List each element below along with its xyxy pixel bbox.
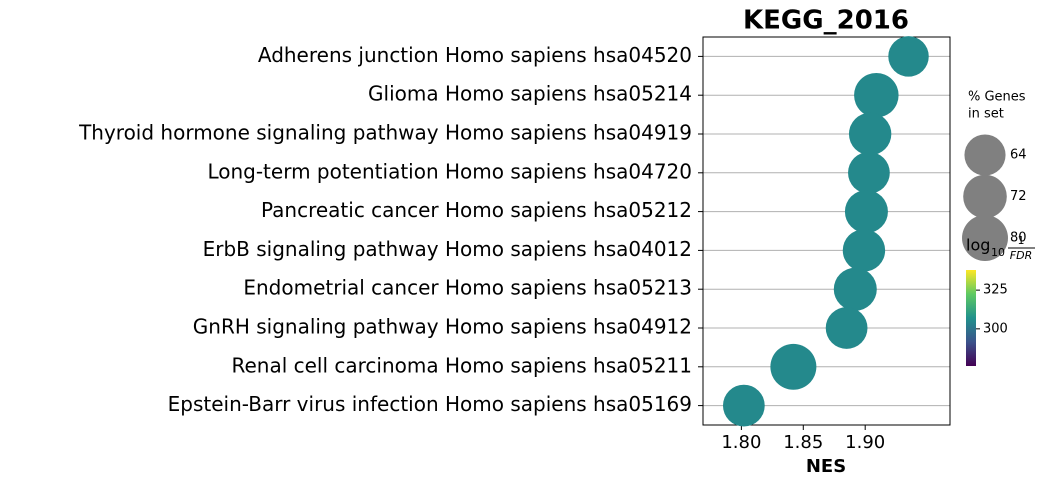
y-tick-label: Thyroid hormone signaling pathway Homo s… — [78, 121, 692, 145]
size-legend-label: 80 — [1010, 231, 1027, 246]
size-legend-label: 72 — [1010, 189, 1027, 204]
y-tick-label: Long-term potentiation Homo sapiens hsa0… — [207, 159, 692, 183]
y-tick-label: Glioma Homo sapiens hsa05214 — [368, 82, 692, 106]
x-tick-label: 1.85 — [783, 432, 823, 453]
point — [848, 151, 890, 194]
y-tick-label: ErbB signaling pathway Homo sapiens hsa0… — [203, 237, 692, 261]
colorbar-label: log — [966, 236, 990, 255]
size-legend-label: 64 — [1010, 148, 1027, 163]
y-tick-label: Renal cell carcinoma Homo sapiens hsa052… — [231, 353, 692, 377]
y-tick-label: Pancreatic cancer Homo sapiens hsa05212 — [261, 198, 692, 222]
point — [848, 112, 892, 156]
size-legend-title: % Genes — [968, 90, 1026, 105]
size-legend-marker — [964, 134, 1006, 176]
size-legend-title: in set — [968, 107, 1004, 122]
colorbar-label: FDR — [1010, 249, 1032, 262]
size-legend-marker — [962, 215, 1008, 261]
y-tick-label: Endometrial cancer Homo sapiens hsa05213 — [243, 276, 692, 300]
chart-title: KEGG_2016 — [743, 6, 909, 36]
point — [833, 267, 877, 311]
point — [825, 307, 868, 349]
point — [888, 36, 929, 77]
colorbar-label: 10 — [991, 246, 1005, 259]
y-tick-label: GnRH signaling pathway Homo sapiens hsa0… — [193, 315, 692, 339]
plot-frame — [702, 36, 951, 426]
x-tick-label: 1.80 — [721, 432, 761, 453]
point — [854, 72, 899, 118]
x-tick-label: 1.90 — [845, 432, 885, 453]
size-legend-marker — [963, 174, 1007, 219]
point — [842, 229, 886, 272]
y-tick-label: Adherens junction Homo sapiens hsa04520 — [258, 43, 692, 67]
point — [770, 343, 817, 390]
colorbar-tick-label: 300 — [983, 321, 1008, 336]
colorbar — [966, 270, 976, 366]
y-tick-label: Epstein-Barr virus infection Homo sapien… — [168, 392, 692, 416]
x-axis-label: NES — [806, 456, 846, 477]
point — [844, 190, 888, 234]
point — [722, 384, 765, 427]
colorbar-tick-label: 325 — [983, 283, 1008, 298]
colorbar-label: 1 — [1018, 234, 1025, 247]
